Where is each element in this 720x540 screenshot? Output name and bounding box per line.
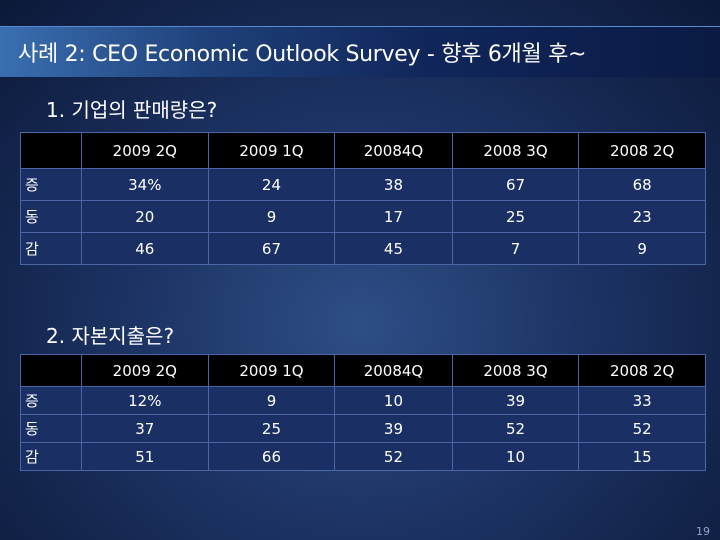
table-cell: 46 bbox=[81, 232, 209, 265]
column-header: 2008 2Q bbox=[578, 132, 706, 169]
column-header: 2008 3Q bbox=[451, 132, 580, 169]
table-cell: 9 bbox=[207, 386, 336, 415]
row-label: 동 bbox=[20, 414, 82, 443]
page-number: 19 bbox=[696, 525, 710, 538]
table-row: 감 51 66 52 10 15 bbox=[20, 442, 706, 471]
table-cell: 7 bbox=[451, 232, 580, 265]
row-label: 동 bbox=[20, 200, 82, 233]
table-cell: 39 bbox=[451, 386, 580, 415]
table-cell: 9 bbox=[207, 200, 336, 233]
table-cell: 12% bbox=[81, 386, 209, 415]
table-cell: 52 bbox=[334, 442, 453, 471]
table-cell: 9 bbox=[578, 232, 706, 265]
table-header-row: 2009 2Q 2009 1Q 20084Q 2008 3Q 2008 2Q bbox=[20, 354, 706, 387]
row-label: 증 bbox=[20, 386, 82, 415]
table-cell: 66 bbox=[207, 442, 336, 471]
table-cell: 23 bbox=[578, 200, 706, 233]
table-row: 동 37 25 39 52 52 bbox=[20, 414, 706, 443]
row-label: 감 bbox=[20, 442, 82, 471]
table-row: 증 12% 9 10 39 33 bbox=[20, 386, 706, 415]
table-cell: 38 bbox=[334, 168, 453, 201]
column-header: 20084Q bbox=[334, 132, 453, 169]
table-cell: 52 bbox=[578, 414, 706, 443]
table-cell: 52 bbox=[451, 414, 580, 443]
table-cell: 51 bbox=[81, 442, 209, 471]
capex-table: 2009 2Q 2009 1Q 20084Q 2008 3Q 2008 2Q 증… bbox=[20, 354, 706, 471]
table-cell: 10 bbox=[451, 442, 580, 471]
table-cell: 25 bbox=[451, 200, 580, 233]
table-cell: 17 bbox=[334, 200, 453, 233]
table-header-row: 2009 2Q 2009 1Q 20084Q 2008 3Q 2008 2Q bbox=[20, 132, 706, 169]
column-header: 2009 2Q bbox=[81, 132, 209, 169]
column-header: 2009 1Q bbox=[207, 354, 336, 387]
table-cell: 24 bbox=[207, 168, 336, 201]
table-cell: 34% bbox=[81, 168, 209, 201]
table-cell: 67 bbox=[207, 232, 336, 265]
column-header: 2008 3Q bbox=[451, 354, 580, 387]
table-cell: 68 bbox=[578, 168, 706, 201]
table-cell: 33 bbox=[578, 386, 706, 415]
table-cell: 67 bbox=[451, 168, 580, 201]
slide-title: 사례 2: CEO Economic Outlook Survey - 향후 6… bbox=[18, 42, 587, 67]
table-row: 동 20 9 17 25 23 bbox=[20, 200, 706, 233]
column-header: 2009 1Q bbox=[207, 132, 336, 169]
table-cell: 45 bbox=[334, 232, 453, 265]
column-header: 2009 2Q bbox=[81, 354, 209, 387]
row-label: 감 bbox=[20, 232, 82, 265]
table-cell: 39 bbox=[334, 414, 453, 443]
table-cell: 10 bbox=[334, 386, 453, 415]
title-bar bbox=[0, 26, 720, 77]
table-cell: 15 bbox=[578, 442, 706, 471]
column-header: 20084Q bbox=[334, 354, 453, 387]
section-2-heading: 2. 자본지출은? bbox=[46, 324, 175, 348]
table-cell: 37 bbox=[81, 414, 209, 443]
sales-table: 2009 2Q 2009 1Q 20084Q 2008 3Q 2008 2Q 증… bbox=[20, 132, 706, 265]
table-cell: 20 bbox=[81, 200, 209, 233]
table-row: 감 46 67 45 7 9 bbox=[20, 232, 706, 265]
column-header: 2008 2Q bbox=[578, 354, 706, 387]
header-blank-cell bbox=[20, 132, 82, 169]
table-row: 증 34% 24 38 67 68 bbox=[20, 168, 706, 201]
table-cell: 25 bbox=[207, 414, 336, 443]
header-blank-cell bbox=[20, 354, 82, 387]
row-label: 증 bbox=[20, 168, 82, 201]
section-1-heading: 1. 기업의 판매량은? bbox=[46, 98, 218, 122]
